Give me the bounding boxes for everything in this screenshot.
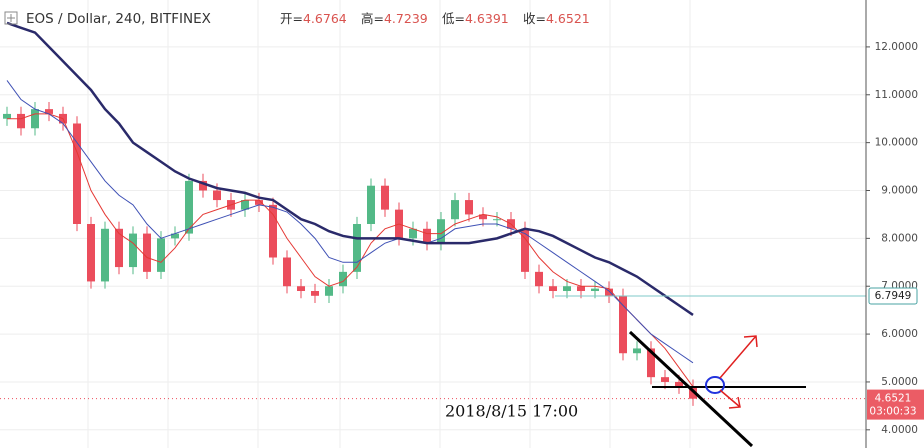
candle-body — [129, 233, 137, 268]
candle-body — [297, 286, 305, 292]
candle-body — [479, 214, 487, 220]
candle-body — [353, 224, 361, 272]
candle-body — [605, 288, 613, 296]
candle-body — [73, 123, 81, 224]
y-tick-label: 11.0000 — [875, 89, 918, 101]
ohlc-item: 低=4.6391 — [442, 11, 509, 26]
candle-body — [3, 113, 11, 119]
ohlc-header: 开=4.6764 高=4.7239 低=4.6391 收=4.6521 — [280, 11, 590, 26]
candle-body — [577, 286, 585, 292]
candle-body — [17, 113, 25, 129]
candle-body — [633, 348, 641, 354]
arrow-head — [728, 396, 741, 409]
y-tick-label: 12.0000 — [875, 41, 918, 53]
candle-body — [661, 377, 669, 382]
ohlc-key: 开= — [280, 11, 303, 26]
candle-body — [423, 228, 431, 244]
candle-body — [241, 200, 249, 210]
ohlc-key: 收= — [523, 11, 546, 26]
candle-body — [269, 204, 277, 258]
ohlc-value: 4.6521 — [546, 11, 590, 26]
ohlc-item: 高=4.7239 — [361, 11, 428, 26]
circle-marker — [705, 376, 725, 394]
ma-line — [7, 113, 694, 388]
candle-body — [339, 271, 347, 287]
candle-body — [563, 286, 571, 292]
price-axis — [866, 0, 924, 448]
candle-body — [101, 228, 109, 282]
candle-body — [171, 233, 179, 239]
candle-body — [381, 185, 389, 210]
candle-body — [31, 109, 39, 129]
y-tick-label: 9.0000 — [881, 184, 918, 196]
annotation: 2018/8/15 17:00 — [445, 402, 578, 421]
candle-body — [367, 185, 375, 224]
toggle-icon[interactable] — [4, 11, 18, 25]
ohlc-item: 收=4.6521 — [523, 11, 590, 26]
ohlc-value: 4.7239 — [384, 11, 428, 26]
axis-labels: 4.00005.00006.00007.00008.00009.000010.0… — [866, 41, 924, 436]
candle-body — [157, 238, 165, 272]
candle-body — [213, 190, 221, 201]
candle-body — [311, 291, 319, 296]
horizontal-grid — [0, 46, 866, 431]
moving-averages — [0, 21, 866, 400]
candle-body — [619, 295, 627, 354]
ohlc-key: 高= — [361, 11, 384, 26]
price-line-label: 6.7949 — [875, 290, 912, 302]
candle-body — [115, 228, 123, 268]
candle-body — [199, 180, 207, 191]
ma-line — [6, 80, 694, 364]
drawings — [628, 330, 806, 448]
candle-body — [591, 288, 599, 292]
candle-body — [185, 180, 193, 234]
y-tick-label: 8.0000 — [881, 232, 918, 244]
y-tick-label: 4.0000 — [881, 424, 918, 436]
candle-body — [437, 219, 445, 244]
candle-body — [535, 271, 543, 287]
candle-body — [325, 286, 333, 296]
candle-body — [45, 109, 53, 114]
candle-body — [255, 200, 263, 205]
candle-body — [283, 257, 291, 287]
candle-body — [465, 200, 473, 215]
countdown: 03:00:33 — [869, 406, 916, 418]
ohlc-value: 4.6391 — [465, 11, 509, 26]
candle-body — [451, 200, 459, 220]
last-price-label: 4.6521 — [875, 393, 912, 405]
candle-body — [521, 228, 529, 272]
ohlc-value: 4.6764 — [303, 11, 347, 26]
arrow-up — [719, 335, 757, 379]
candle-body — [675, 381, 683, 387]
y-tick-label: 5.0000 — [881, 376, 918, 388]
candle-body — [87, 224, 95, 282]
candle-body — [647, 348, 655, 378]
candle-body — [409, 228, 417, 239]
candle-body — [493, 219, 501, 221]
arrow-down — [719, 389, 741, 408]
trend-line — [628, 330, 754, 448]
y-tick-label: 10.0000 — [875, 137, 918, 149]
ma-line — [6, 21, 694, 316]
chart-title: EOS / Dollar, 240, BITFINEX — [26, 11, 211, 27]
candle-body — [549, 286, 557, 292]
price-line-box — [868, 287, 918, 305]
arrow-head — [743, 335, 758, 348]
y-tick-label: 6.0000 — [881, 328, 918, 340]
ohlc-key: 低= — [442, 11, 465, 26]
ohlc-item: 开=4.6764 — [280, 11, 347, 26]
candle-body — [143, 233, 151, 272]
last-price-box — [867, 389, 924, 420]
